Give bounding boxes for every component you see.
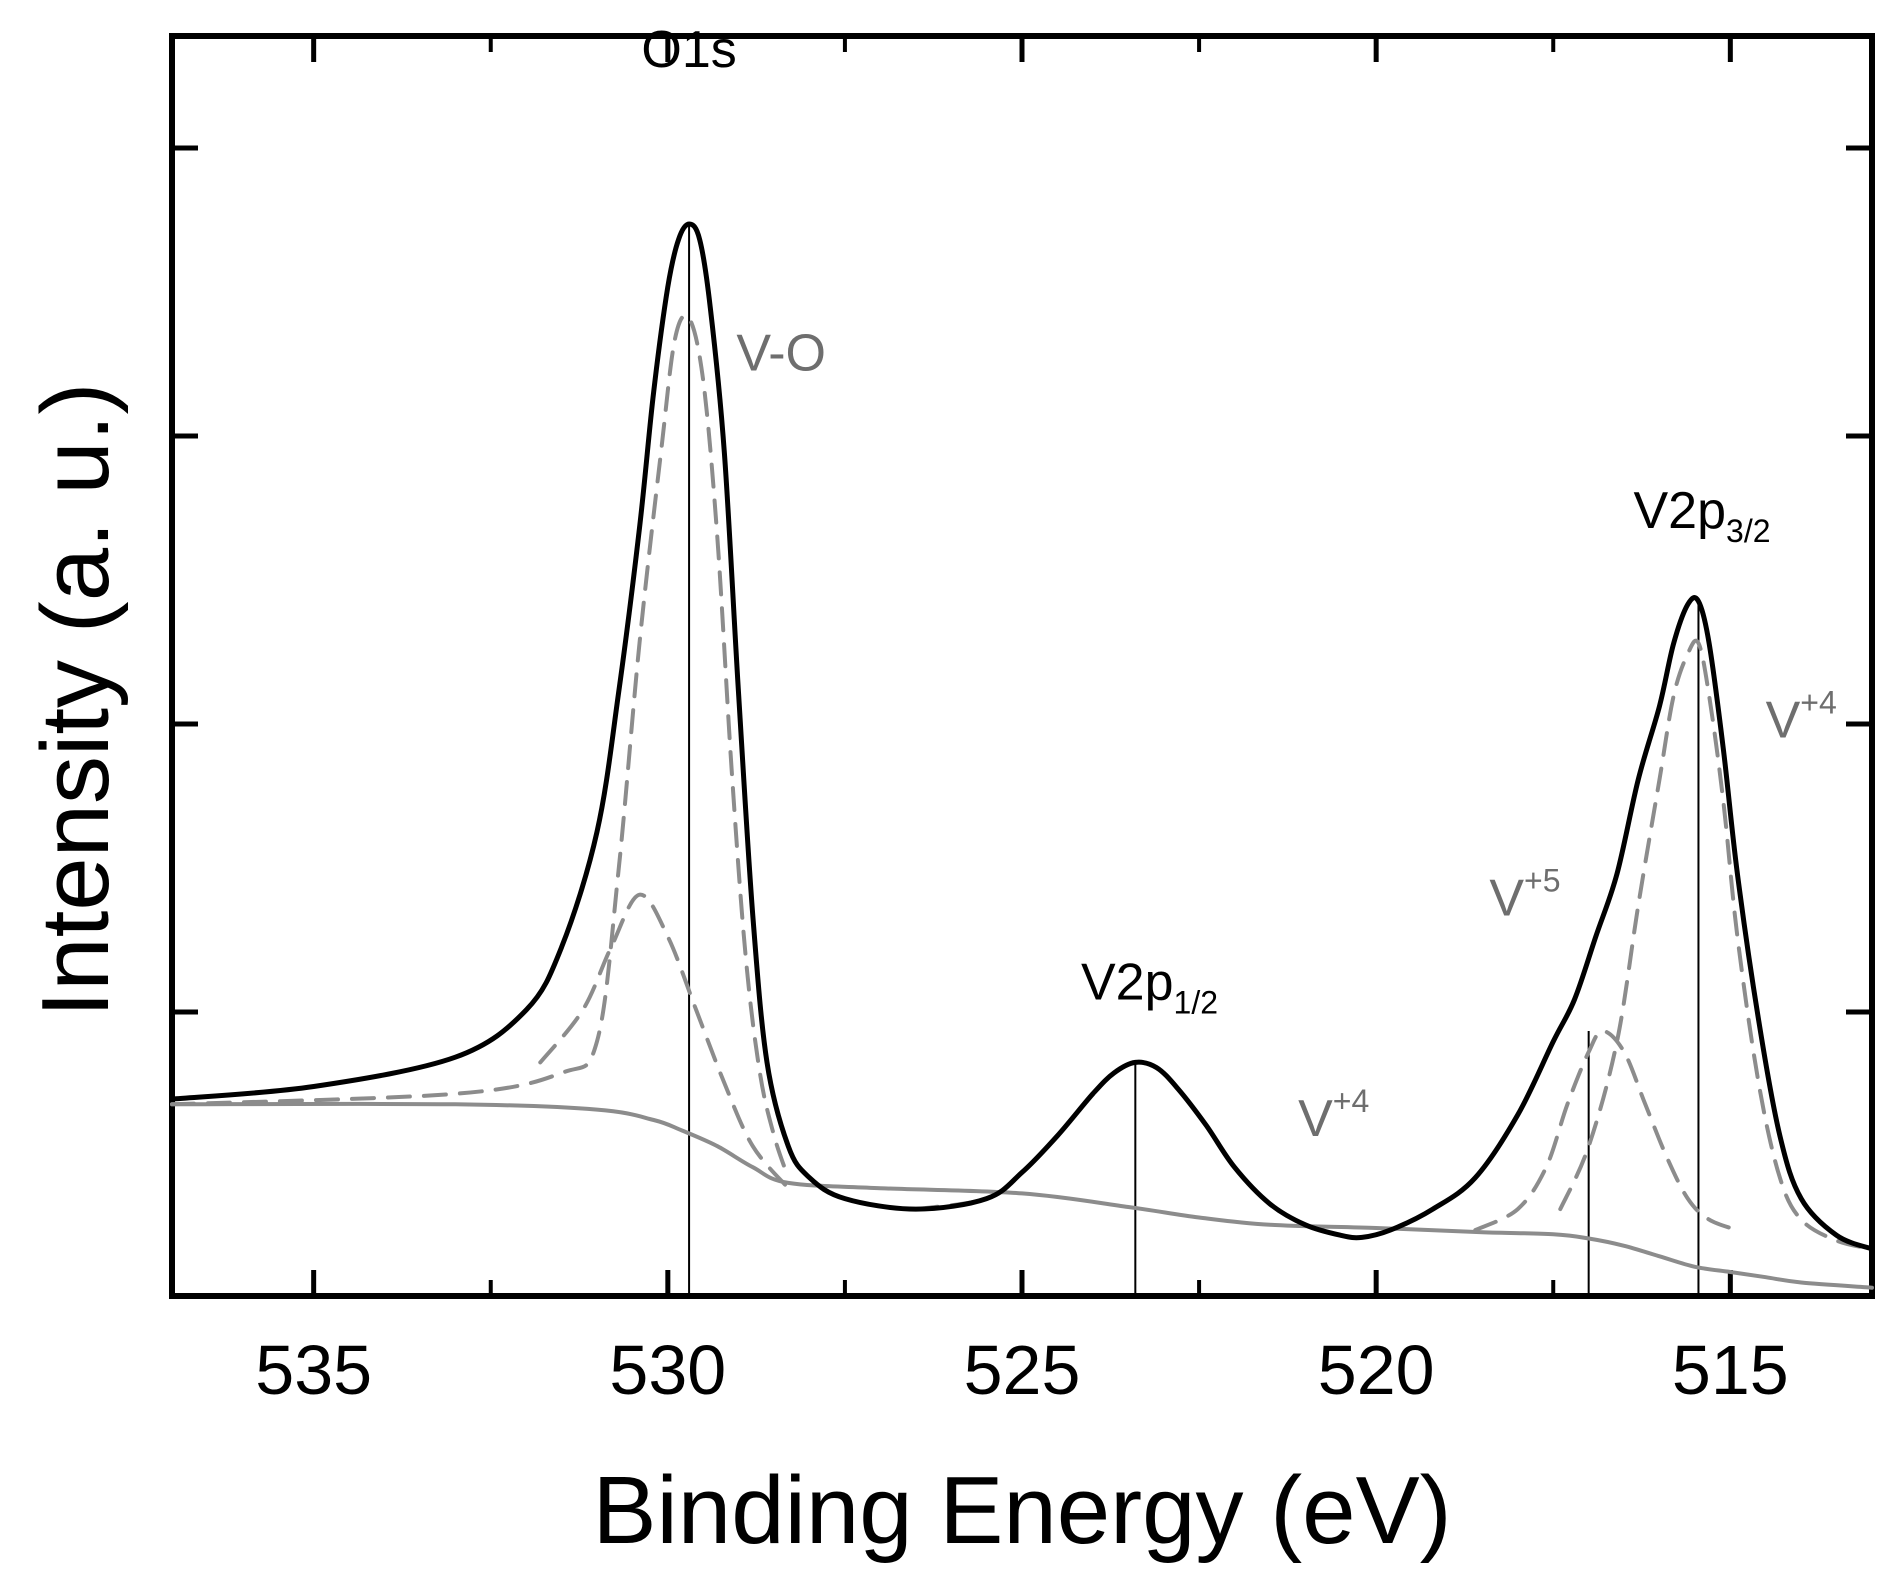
annotation-v2p1-2: V2p1/2 bbox=[1081, 954, 1218, 1021]
annotation-v-o: V-O bbox=[736, 325, 826, 383]
series-v2p3-2-v-4-component bbox=[1558, 638, 1874, 1251]
plot-frame bbox=[169, 33, 1875, 1299]
x-tick-label: 520 bbox=[1318, 1331, 1435, 1409]
x-tick-label: 530 bbox=[609, 1331, 726, 1409]
tick-marks bbox=[172, 36, 1872, 1296]
annotation-v2p3-2: V2p3/2 bbox=[1633, 482, 1770, 549]
annotation-v-5: V+5 bbox=[1489, 863, 1560, 928]
annotation-v-4: V+4 bbox=[1298, 1083, 1369, 1148]
x-axis-title: Binding Energy (eV) bbox=[592, 1457, 1451, 1564]
annotation-v-4: V+4 bbox=[1766, 685, 1837, 750]
x-tick-labels: 535 530 525 520 515 bbox=[255, 1331, 1788, 1409]
x-tick-label: 535 bbox=[255, 1331, 372, 1409]
series-v2p3-2-v-5-component bbox=[1473, 1029, 1740, 1233]
series-o1s-shoulder-component bbox=[538, 892, 791, 1191]
series-shirley-background bbox=[170, 1101, 1874, 1290]
peak-marker-lines bbox=[688, 224, 1700, 1296]
x-tick-label: 525 bbox=[964, 1331, 1081, 1409]
peak-annotations: O1s V-O V2p1/2 V+4 V+5 V2p3/2 V+4 bbox=[641, 21, 1836, 1148]
series-group bbox=[169, 221, 1875, 1290]
x-tick-label: 515 bbox=[1672, 1331, 1789, 1409]
series-v-o-component bbox=[170, 313, 791, 1180]
annotation-o1s: O1s bbox=[641, 21, 736, 79]
series-measured-envelope bbox=[169, 221, 1875, 1252]
y-axis-title: Intensity (a. u.) bbox=[22, 383, 129, 1018]
